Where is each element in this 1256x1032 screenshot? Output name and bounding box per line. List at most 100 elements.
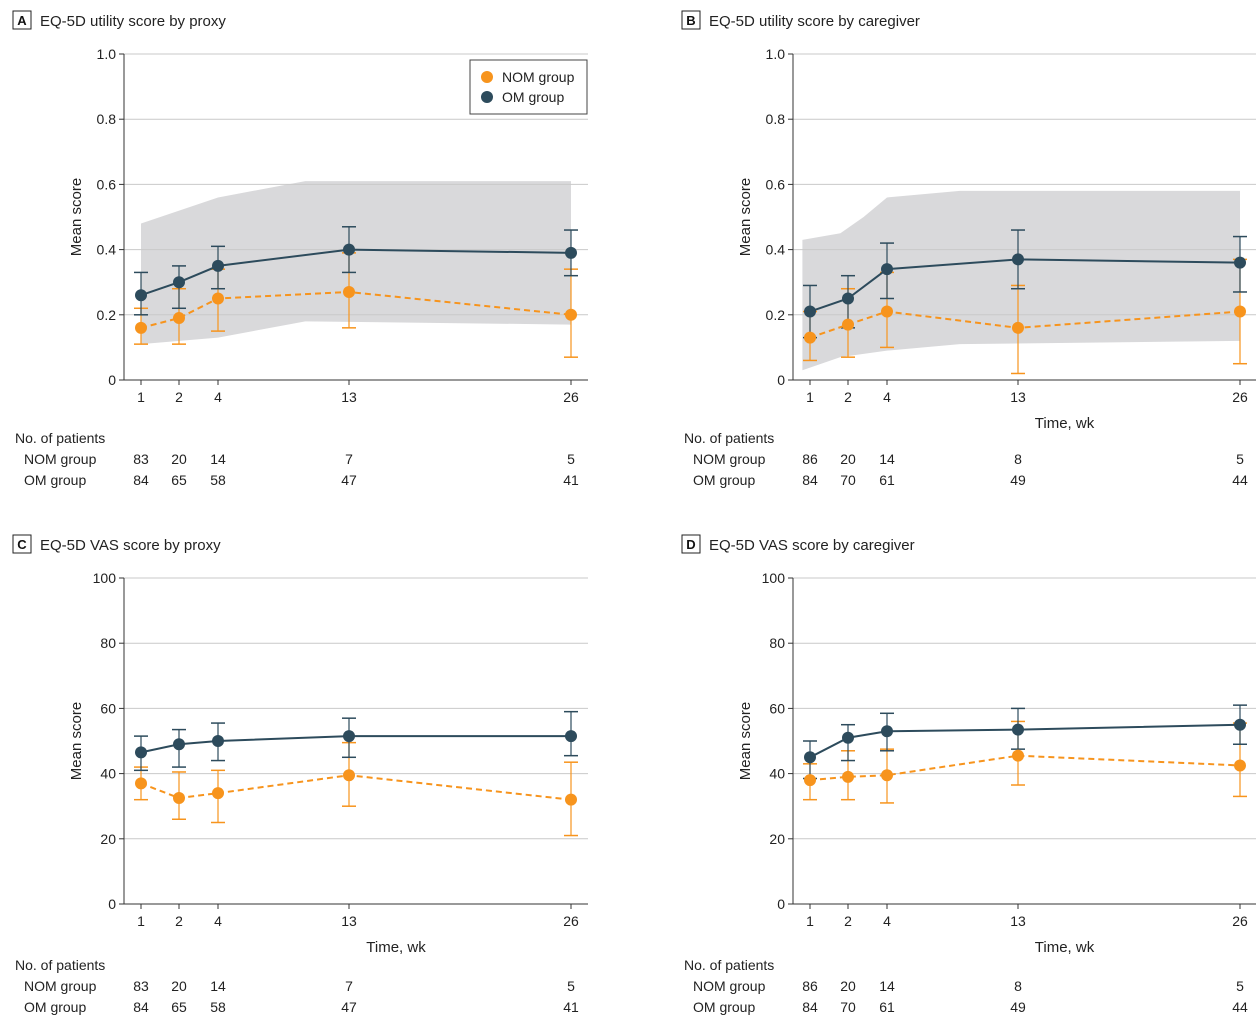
y-tick-label: 40 [769, 766, 785, 782]
patients-nom-count: 20 [840, 451, 856, 467]
x-tick-label: 13 [1010, 913, 1026, 929]
nom-data-point [1012, 321, 1024, 334]
patients-om-count: 61 [879, 472, 895, 488]
x-tick-label: 4 [883, 913, 891, 929]
nom-data-point [212, 292, 224, 305]
patients-heading: No. of patients [15, 430, 105, 446]
x-tick-label: 1 [137, 913, 145, 929]
patients-om-label: OM group [24, 472, 86, 488]
nom-data-point [343, 769, 355, 782]
panel-badge [12, 534, 32, 554]
y-tick-label: 80 [100, 635, 116, 651]
patients-nom-count: 5 [567, 451, 575, 467]
patients-nom-label: NOM group [24, 978, 97, 994]
x-tick-label: 26 [563, 913, 579, 929]
patients-nom-count: 7 [345, 451, 353, 467]
y-tick-label: 80 [769, 635, 785, 651]
patients-nom-count: 14 [879, 978, 895, 994]
y-tick-label: 0 [777, 896, 785, 912]
nom-data-point [565, 793, 577, 806]
nom-data-point [842, 318, 854, 331]
patients-nom-count: 5 [1236, 451, 1244, 467]
x-tick-label: 4 [214, 913, 222, 929]
panel-letter: C [17, 537, 27, 552]
nom-data-point [842, 770, 854, 783]
patients-om-count: 58 [210, 472, 226, 488]
om-data-point [1234, 256, 1246, 269]
patients-nom-count: 5 [567, 978, 575, 994]
y-tick-label: 0 [108, 372, 116, 388]
om-data-point [881, 725, 893, 738]
om-series-line [140, 735, 571, 754]
panel-letter: D [686, 537, 695, 552]
x-tick-label: 2 [175, 389, 183, 405]
patients-nom-count: 7 [345, 978, 353, 994]
patients-om-count: 44 [1232, 999, 1248, 1015]
y-tick-label: 100 [93, 570, 117, 586]
patients-om-count: 84 [133, 472, 149, 488]
chart-title: EQ-5D VAS score by proxy [40, 537, 221, 554]
om-data-point [565, 246, 577, 259]
om-data-point [173, 738, 185, 751]
patients-om-count: 65 [171, 999, 187, 1015]
nom-data-point [1012, 749, 1024, 762]
y-axis-label: Mean score [68, 178, 85, 256]
y-tick-label: 0.4 [766, 242, 786, 258]
x-tick-label: 13 [341, 913, 357, 929]
y-tick-label: 0 [108, 896, 116, 912]
panel-d: D EQ-5D VAS score by caregiver 0 20 40 60 80 10… [681, 534, 1256, 1015]
y-tick-label: 0.8 [97, 111, 117, 127]
x-tick-label: 1 [806, 913, 814, 929]
y-tick-label: 20 [769, 831, 785, 847]
nom-data-point [1234, 305, 1246, 318]
patients-om-count: 41 [563, 472, 579, 488]
nom-data-point [804, 331, 816, 344]
patients-om-count: 84 [802, 999, 818, 1015]
patients-om-label: OM group [693, 999, 755, 1015]
nom-data-point [565, 308, 577, 321]
nom-data-point [135, 777, 147, 790]
y-tick-label: 60 [769, 700, 785, 716]
patients-nom-count: 14 [210, 978, 226, 994]
patients-om-count: 70 [840, 472, 856, 488]
legend-nom-label: NOM group [502, 69, 575, 85]
chart-title: EQ-5D VAS score by caregiver [709, 537, 915, 554]
x-tick-label: 2 [844, 389, 852, 405]
y-tick-label: 60 [100, 700, 116, 716]
patients-om-count: 41 [563, 999, 579, 1015]
nom-data-point [135, 321, 147, 334]
x-tick-label: 4 [883, 389, 891, 405]
patients-nom-count: 86 [802, 451, 818, 467]
patients-om-count: 47 [341, 472, 357, 488]
om-series-line [809, 723, 1241, 759]
om-data-point [804, 305, 816, 318]
patients-nom-count: 83 [133, 978, 149, 994]
om-data-point [343, 243, 355, 256]
x-axis-label: Time, wk [1035, 939, 1095, 956]
om-data-point [804, 751, 816, 764]
om-data-point [173, 276, 185, 289]
legend-box [469, 59, 588, 115]
om-data-point [212, 735, 224, 747]
x-tick-label: 1 [806, 389, 814, 405]
patients-nom-count: 86 [802, 978, 818, 994]
nom-series-line [809, 754, 1241, 782]
chart-title: EQ-5D utility score by proxy [40, 13, 226, 30]
y-axis-label: Mean score [737, 702, 754, 780]
patients-nom-count: 20 [171, 978, 187, 994]
patients-om-count: 47 [341, 999, 357, 1015]
patients-om-count: 84 [133, 999, 149, 1015]
patients-nom-count: 5 [1236, 978, 1244, 994]
y-tick-label: 0.4 [97, 242, 117, 258]
patients-nom-count: 14 [210, 451, 226, 467]
nom-data-point [804, 774, 816, 787]
om-data-point [842, 292, 854, 305]
panel-letter: B [686, 13, 695, 28]
om-data-point [842, 731, 854, 744]
patients-om-count: 84 [802, 472, 818, 488]
patients-nom-count: 14 [879, 451, 895, 467]
patients-om-count: 70 [840, 999, 856, 1015]
chart-title: EQ-5D utility score by caregiver [709, 13, 920, 30]
nom-data-point [881, 305, 893, 318]
